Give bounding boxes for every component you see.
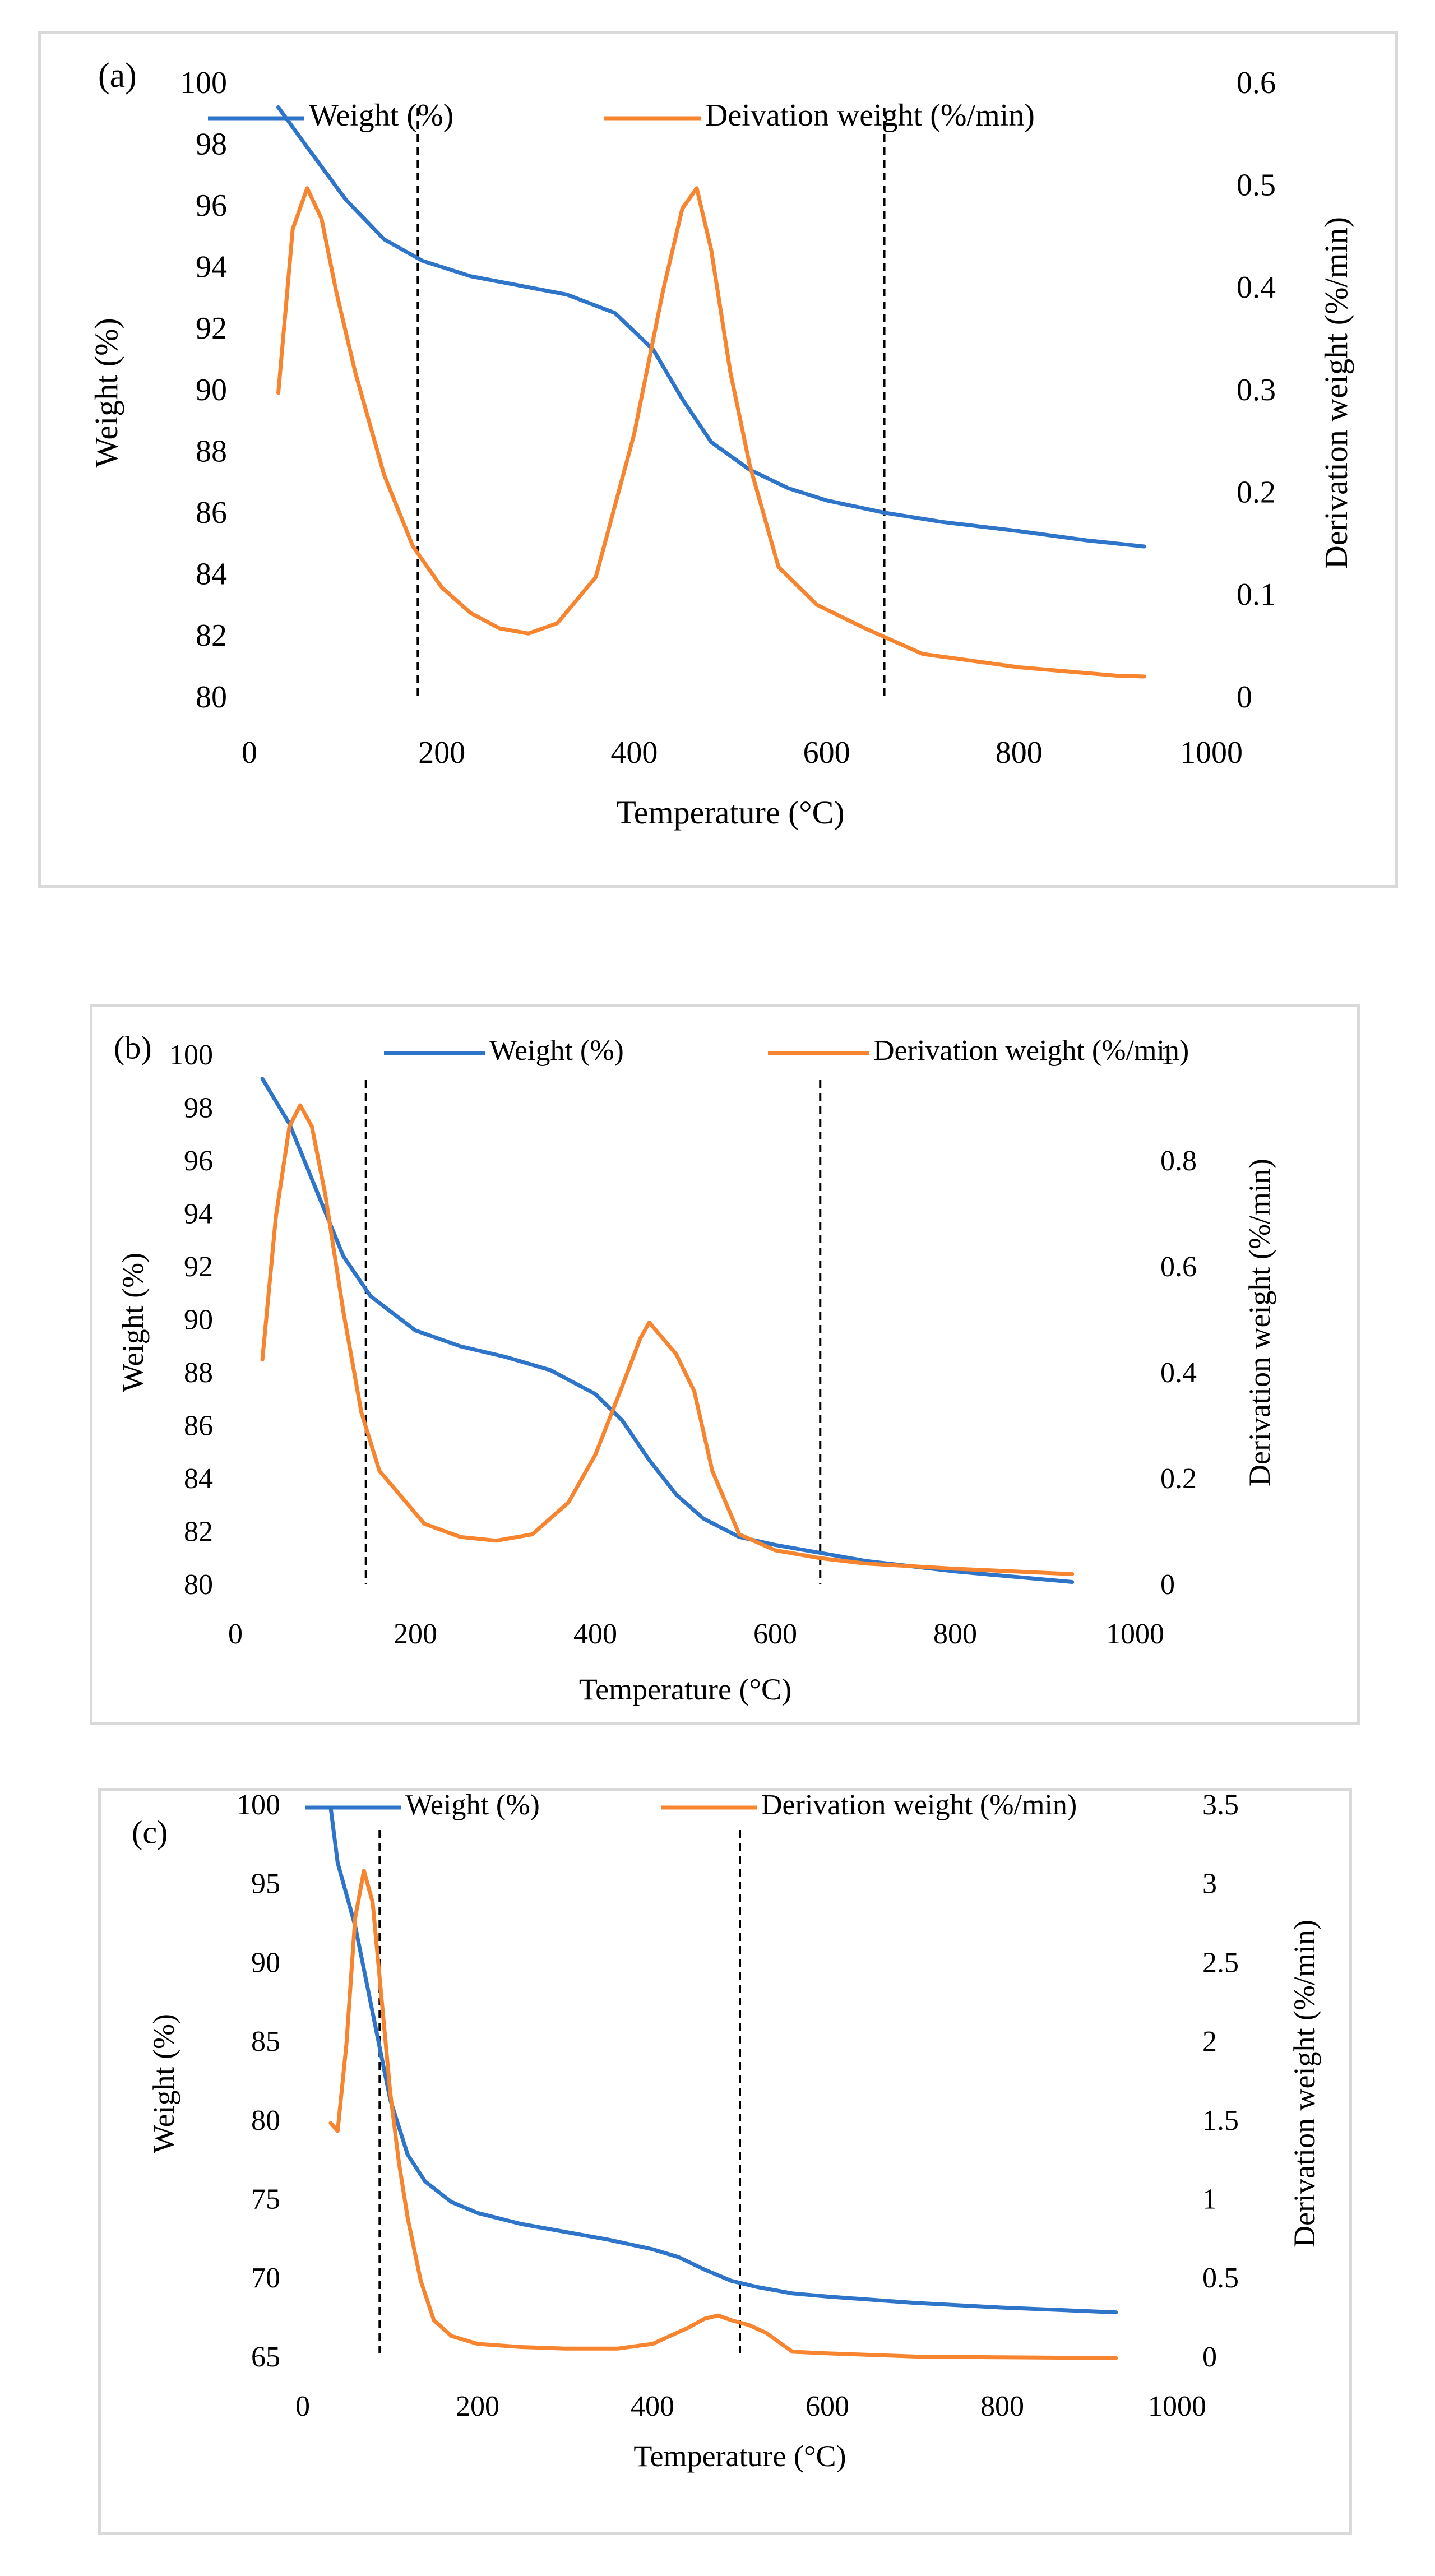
x-axis-title: Temperature (°C) [616,794,844,831]
y2-tick-label: 0.6 [1237,66,1276,100]
y2-tick-label: 1.5 [1202,2105,1239,2137]
y-tick-label: 100 [180,66,227,100]
y-tick-label: 80 [251,2105,280,2137]
y-tick-label: 98 [184,1092,213,1124]
y2-tick-label: 0 [1202,2341,1217,2373]
chart-panel-b: (b) 0 200 400 600 800 1000 80 82 84 86 88 90 92 94 96 98… [90,1004,1360,1725]
x-tick-label: 400 [610,735,658,770]
y2-tick-label: 3.5 [1202,1789,1239,1821]
y2-tick-label: 0.5 [1202,2262,1239,2294]
x-tick-label: 0 [228,1618,243,1650]
y-tick-label: 85 [251,2026,280,2058]
y2-axis-title: Derivation weight (%/min) [1318,217,1354,569]
y-tick-label: 75 [251,2184,280,2216]
y-tick-label: 92 [184,1251,213,1283]
y-tick-label: 88 [184,1357,213,1389]
y-tick-label: 84 [196,557,227,592]
y-tick-label: 90 [196,373,227,407]
y-tick-label: 82 [184,1516,213,1548]
y2-tick-label: 0.2 [1237,475,1276,510]
y2-tick-label: 0.5 [1237,168,1276,203]
x-tick-label: 600 [753,1618,797,1650]
y2-tick-label: 0.6 [1160,1251,1197,1283]
y2-tick-label: 0 [1237,680,1252,715]
x-axis-title: Temperature (°C) [579,1672,791,1706]
y2-tick-label: 0.3 [1237,373,1276,407]
x-tick-label: 400 [573,1618,617,1650]
y2-axis-title: Derivation weight (%/min) [1288,1920,1321,2248]
derivative-series-line [276,186,1146,679]
y2-tick-label: 0.2 [1160,1463,1197,1495]
y-tick-label: 65 [251,2341,280,2373]
x-tick-label: 800 [933,1618,977,1650]
y-tick-label: 100 [237,1789,280,1821]
x-tick-label: 400 [631,2390,674,2422]
x-tick-label: 1000 [1148,2390,1206,2422]
legend-label: Weight (%) [489,1035,624,1067]
y2-tick-label: 0 [1160,1569,1175,1601]
x-tick-label: 800 [980,2390,1024,2422]
y-tick-label: 88 [196,434,227,469]
y-tick-label: 80 [184,1569,213,1601]
y-axis-title: Weight (%) [147,2014,180,2153]
y2-tick-label: 3 [1202,1868,1217,1900]
x-tick-label: 200 [394,1618,437,1650]
derivative-series-line [328,1869,1118,2360]
y2-axis-title: Derivation weight (%/min) [1243,1159,1276,1486]
panel-label: (c) [132,1814,168,1850]
legend-label: Weight (%) [309,98,453,133]
x-tick-label: 200 [418,735,465,770]
legend-label: Derivation weight (%/min) [761,1789,1077,1821]
x-tick-label: 600 [806,2390,849,2422]
y-axis-title: Weight (%) [88,318,124,468]
y-tick-label: 98 [196,127,227,161]
y-tick-label: 94 [184,1198,213,1230]
y2-tick-label: 1 [1202,2184,1217,2216]
y-tick-label: 86 [184,1410,213,1442]
y-axis-title: Weight (%) [116,1253,150,1392]
x-axis-title: Temperature (°C) [633,2439,846,2473]
derivative-series-line [260,1103,1075,1576]
y2-tick-label: 0.4 [1237,270,1276,305]
y-tick-label: 70 [251,2262,280,2294]
y-tick-label: 96 [196,188,227,223]
legend-label: Weight (%) [405,1789,540,1821]
panel-label: (b) [114,1029,152,1065]
chart-b-svg: (b)0 200 400 600 800 100080828486889092949698… [114,1029,1276,1706]
y-tick-label: 86 [196,495,227,530]
chart-a-svg: (a)0 200 400 600 800 100080828486889092949698… [88,57,1354,831]
y-tick-label: 92 [196,311,227,346]
y2-tick-label: 0.4 [1160,1357,1197,1389]
y2-tick-label: 2 [1202,2026,1217,2058]
legend-label: Deivation weight (%/min) [705,98,1035,133]
y-tick-label: 100 [169,1039,213,1071]
y-tick-label: 90 [251,1947,280,1979]
x-tick-label: 0 [242,735,257,770]
y-tick-label: 90 [184,1304,213,1336]
weight-series-line [260,1077,1075,1584]
y-tick-label: 94 [196,250,227,285]
y2-tick-label: 1 [1160,1039,1175,1071]
weight-series-line [328,1805,1118,2315]
x-tick-label: 200 [456,2390,499,2422]
chart-panel-a: (a) 0 200 400 600 800 1000 80 82 84 86 88 90 92 94 96 98… [38,31,1398,888]
x-tick-label: 600 [803,735,850,770]
weight-series-line [276,105,1146,549]
chart-panel-c: (c) 0 200 400 600 800 1000 65 70 75 80 85 90 95 100 0 0.… [98,1788,1352,2535]
y2-tick-label: 2.5 [1202,1947,1239,1979]
legend-label: Derivation weight (%/min) [873,1035,1189,1067]
y-tick-label: 84 [184,1463,213,1495]
y2-tick-label: 0.1 [1237,577,1276,612]
y-tick-label: 82 [196,618,227,653]
y-tick-label: 95 [251,1868,280,1900]
y-tick-label: 80 [196,680,227,715]
x-tick-label: 0 [295,2390,310,2422]
x-tick-label: 1000 [1106,1618,1164,1650]
x-tick-label: 800 [996,735,1043,770]
y2-tick-label: 0.8 [1160,1145,1197,1177]
chart-c-svg: (c)0 200 400 600 800 10006570758085909510000.… [132,1789,1321,2473]
panel-label: (a) [98,57,137,95]
y-tick-label: 96 [184,1145,213,1177]
x-tick-label: 1000 [1180,735,1243,770]
